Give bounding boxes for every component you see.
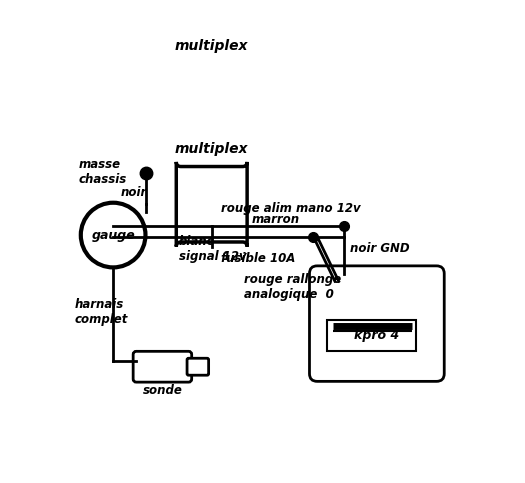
Text: gauge: gauge [91,228,135,242]
FancyBboxPatch shape [187,358,208,375]
Text: marron: marron [252,213,300,226]
Text: sonde: sonde [142,384,182,397]
FancyBboxPatch shape [176,162,247,247]
Text: fusible 10A: fusible 10A [221,252,295,265]
Text: rouge rallonge
analogique  0: rouge rallonge analogique 0 [244,273,341,301]
Text: noir: noir [121,186,147,199]
FancyBboxPatch shape [310,266,444,382]
FancyBboxPatch shape [133,351,192,382]
Bar [327,320,416,351]
Text: multiplex: multiplex [175,142,248,156]
Text: noir GND: noir GND [350,242,409,256]
Text: rouge alim mano 12v: rouge alim mano 12v [221,202,361,215]
Text: blanc
signal 12v: blanc signal 12v [178,235,246,263]
Text: harnais
complet: harnais complet [75,298,128,326]
Circle shape [81,203,145,268]
Text: multiplex: multiplex [175,39,248,53]
Text: masse
chassis: masse chassis [79,158,127,186]
Text: kpro 4: kpro 4 [354,328,399,341]
